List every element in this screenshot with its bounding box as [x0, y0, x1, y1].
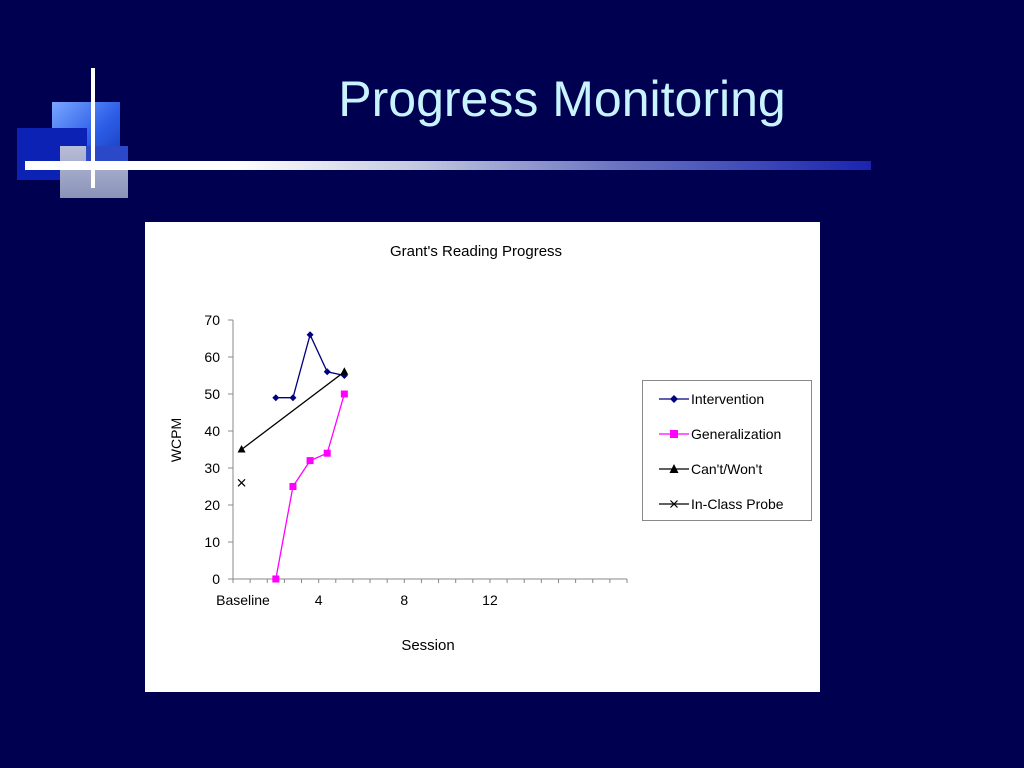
decor-horizontal-bar	[25, 161, 871, 170]
data-point-intervention	[306, 331, 314, 339]
y-tick-label: 60	[204, 349, 220, 365]
slide-title: Progress Monitoring	[338, 71, 786, 127]
data-point-generalization	[306, 457, 314, 465]
chart-legend: Intervention Generalization Can't/Won't …	[642, 380, 812, 521]
data-point-can-t-won-t	[237, 445, 246, 453]
x-tick-label: Baseline	[216, 592, 270, 608]
decor-square-mid-blue	[86, 146, 128, 164]
y-tick-label: 50	[204, 386, 220, 402]
series-line-generalization	[275, 393, 345, 580]
line-chart: Grant's Reading Progress WCPM Session 0 1…	[168, 243, 628, 654]
x-tick-label: 4	[315, 592, 323, 608]
y-tick-label: 70	[204, 312, 220, 328]
y-axis-label: WCPM	[168, 418, 184, 462]
chart-title: Grant's Reading Progress	[390, 243, 562, 260]
y-tick-label: 20	[204, 497, 220, 513]
data-point-in-class-probe	[237, 478, 246, 487]
legend-item-intervention: Intervention	[643, 389, 813, 409]
data-point-intervention	[289, 394, 297, 402]
data-point-generalization	[340, 390, 348, 398]
data-point-generalization	[289, 483, 297, 490]
legend-label-intervention: Intervention	[691, 391, 765, 407]
legend-item-cant-wont: Can't/Won't	[643, 459, 813, 479]
decor-vertical-bar	[91, 68, 95, 188]
y-tick-label: 40	[204, 423, 220, 439]
y-tick-label: 0	[212, 571, 220, 587]
data-point-can-t-won-t	[340, 367, 349, 375]
data-point-intervention	[272, 394, 280, 402]
x-tick-label: 8	[400, 592, 408, 608]
y-tick-label: 30	[204, 460, 220, 476]
data-point-generalization	[323, 449, 331, 457]
data-point-intervention	[323, 368, 331, 376]
x-tick-label: 12	[482, 592, 498, 608]
y-tick-label: 10	[204, 534, 220, 550]
x-axis-label: Session	[401, 637, 454, 654]
legend-item-generalization: Generalization	[643, 424, 813, 444]
legend-label-generalization: Generalization	[691, 426, 782, 442]
legend-label-in-class-probe: In-Class Probe	[691, 496, 784, 512]
data-point-generalization	[272, 575, 280, 583]
chart-area: Grant's Reading Progress WCPM Session 0 1…	[145, 222, 820, 692]
legend-item-in-class-probe: In-Class Probe	[643, 494, 813, 514]
series-line-intervention	[275, 332, 345, 399]
series-line-can-t-won-t	[241, 371, 345, 451]
legend-label-cant-wont: Can't/Won't	[691, 461, 763, 477]
